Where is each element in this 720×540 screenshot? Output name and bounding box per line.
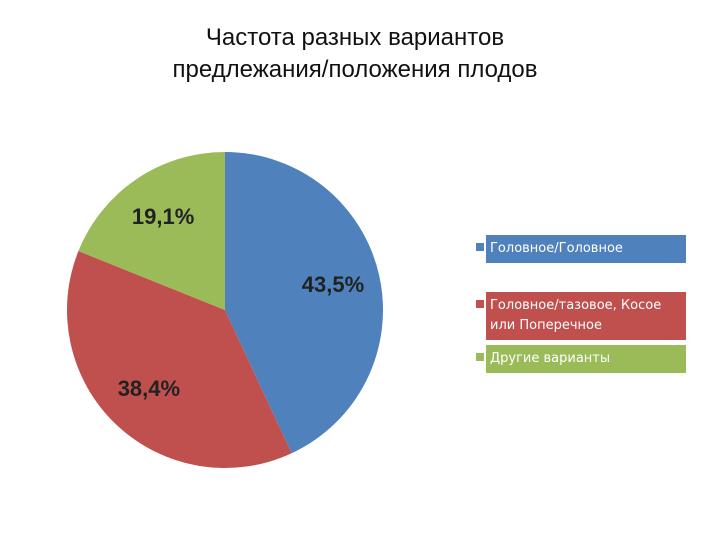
legend-entry: Головное/тазовое, Косое или Поперечное bbox=[486, 292, 686, 340]
data-label: 19,1% bbox=[132, 204, 194, 229]
legend-marker bbox=[476, 243, 484, 251]
legend-entry: Головное/Головное bbox=[486, 235, 686, 263]
pie-slice bbox=[67, 251, 292, 468]
data-label: 38,4% bbox=[118, 376, 180, 401]
pie-slice bbox=[225, 152, 383, 454]
legend-marker bbox=[476, 300, 484, 308]
legend-entry: Другие варианты bbox=[486, 345, 686, 373]
pie-slice bbox=[78, 152, 225, 310]
chart-title: Частота разных вариантов предлежания/пол… bbox=[172, 24, 538, 83]
legend-marker bbox=[476, 353, 484, 361]
data-label: 43,5% bbox=[302, 272, 364, 297]
